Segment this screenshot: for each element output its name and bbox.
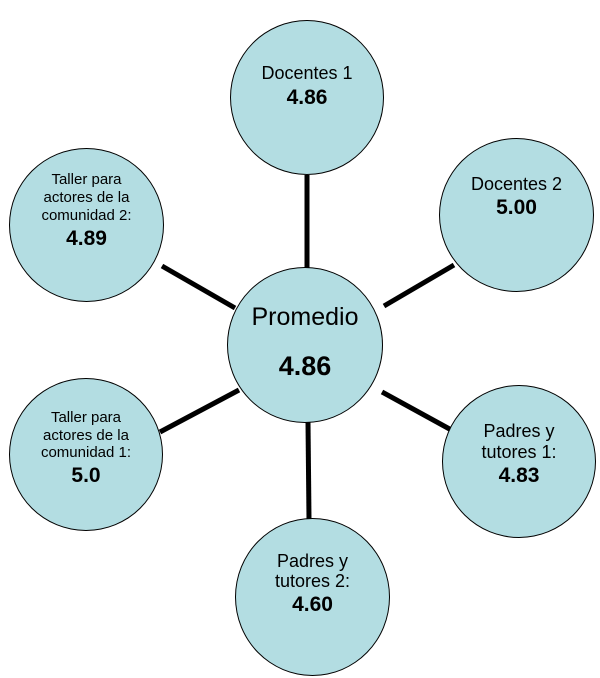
connector-docentes-2 xyxy=(382,262,456,309)
node-label: Padres y tutores 1: xyxy=(481,421,557,462)
node-value: 4.89 xyxy=(66,226,107,250)
connector-taller-2 xyxy=(160,263,237,311)
connector-taller-1 xyxy=(158,387,241,435)
connector-padres-1 xyxy=(380,389,457,435)
center-label: Promedio xyxy=(251,302,359,331)
node-taller-comunidad-2: Taller para actores de la comunidad 2: 4… xyxy=(9,148,164,302)
node-value: 5.00 xyxy=(496,196,537,220)
node-docentes-2: Docentes 2 5.00 xyxy=(439,138,594,292)
node-promedio-center: Promedio 4.86 xyxy=(227,267,383,423)
node-docentes-1: Docentes 1 4.86 xyxy=(230,20,384,175)
node-padres-y-tutores-1: Padres y tutores 1: 4.83 xyxy=(442,385,596,538)
node-value: 5.0 xyxy=(71,464,101,488)
node-value: 4.86 xyxy=(286,85,328,109)
node-label: Docentes 2 xyxy=(470,173,563,194)
node-taller-comunidad-1: Taller para actores de la comunidad 1: 5… xyxy=(9,378,163,531)
connector-padres-2 xyxy=(305,421,312,520)
node-label: Taller para actores de la comunidad 2: xyxy=(41,171,132,224)
node-value: 4.83 xyxy=(498,463,540,487)
node-label: Padres y tutores 2: xyxy=(274,550,351,591)
node-label: Docentes 1 xyxy=(261,63,353,84)
node-value: 4.60 xyxy=(292,593,333,617)
node-label: Taller para actores de la comunidad 1: xyxy=(40,408,132,462)
node-padres-y-tutores-2: Padres y tutores 2: 4.60 xyxy=(235,518,390,676)
center-value: 4.86 xyxy=(278,350,332,381)
